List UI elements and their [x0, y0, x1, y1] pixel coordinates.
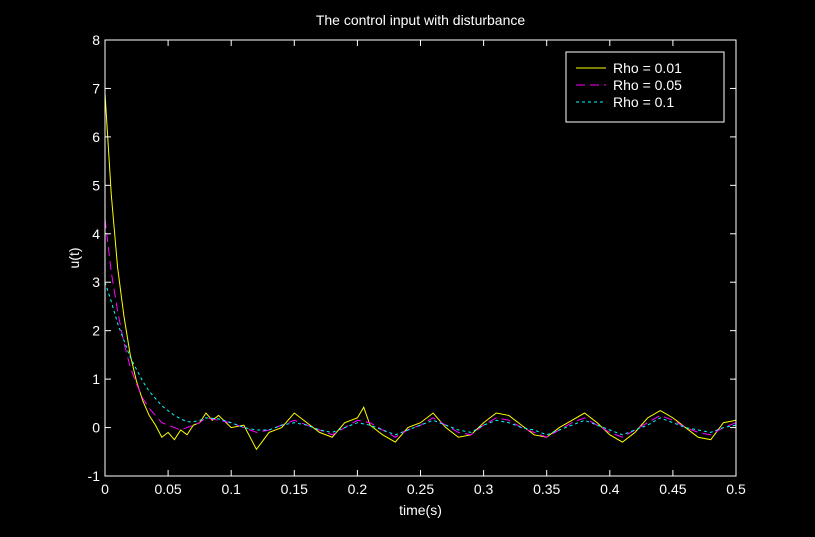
x-tick-label: 0.2: [348, 481, 368, 497]
x-tick-label: 0.5: [726, 481, 746, 497]
y-tick-label: 1: [92, 371, 100, 387]
y-tick-label: 0: [92, 420, 100, 436]
legend-label-2: Rho = 0.05: [613, 77, 682, 93]
x-tick-label: 0.3: [474, 481, 494, 497]
y-tick-label: 8: [92, 32, 100, 48]
x-tick-label: 0.45: [659, 481, 686, 497]
x-tick-label: 0.1: [221, 481, 241, 497]
x-tick-label: 0.15: [281, 481, 308, 497]
legend-label-1: Rho = 0.01: [613, 60, 682, 76]
y-tick-label: 6: [92, 129, 100, 145]
legend-box: [565, 51, 725, 123]
y-tick-label: -1: [88, 468, 101, 484]
y-tick-label: 5: [92, 177, 100, 193]
y-tick-label: 2: [92, 323, 100, 339]
chart-title: The control input with disturbance: [316, 12, 526, 28]
x-tick-label: 0.35: [533, 481, 560, 497]
x-tick-label: 0: [101, 481, 109, 497]
x-tick-label: 0.25: [407, 481, 434, 497]
y-tick-label: 3: [92, 274, 100, 290]
x-axis-label: time(s): [399, 502, 442, 518]
legend-label-3: Rho = 0.1: [613, 94, 674, 110]
series-line-1: [105, 93, 736, 451]
y-axis-label: u(t): [66, 248, 82, 269]
series-line-2: [105, 219, 736, 438]
plot-area: [105, 93, 736, 451]
axis-ticks: 0 0.05 0.1 0.15 0.2 0.25 0.3 0.35 0.4 0.45 0.5-101…: [88, 32, 746, 497]
y-tick-label: 4: [92, 226, 100, 242]
x-tick-label: 0.05: [154, 481, 181, 497]
y-tick-label: 7: [92, 80, 100, 96]
x-tick-label: 0.4: [600, 481, 620, 497]
